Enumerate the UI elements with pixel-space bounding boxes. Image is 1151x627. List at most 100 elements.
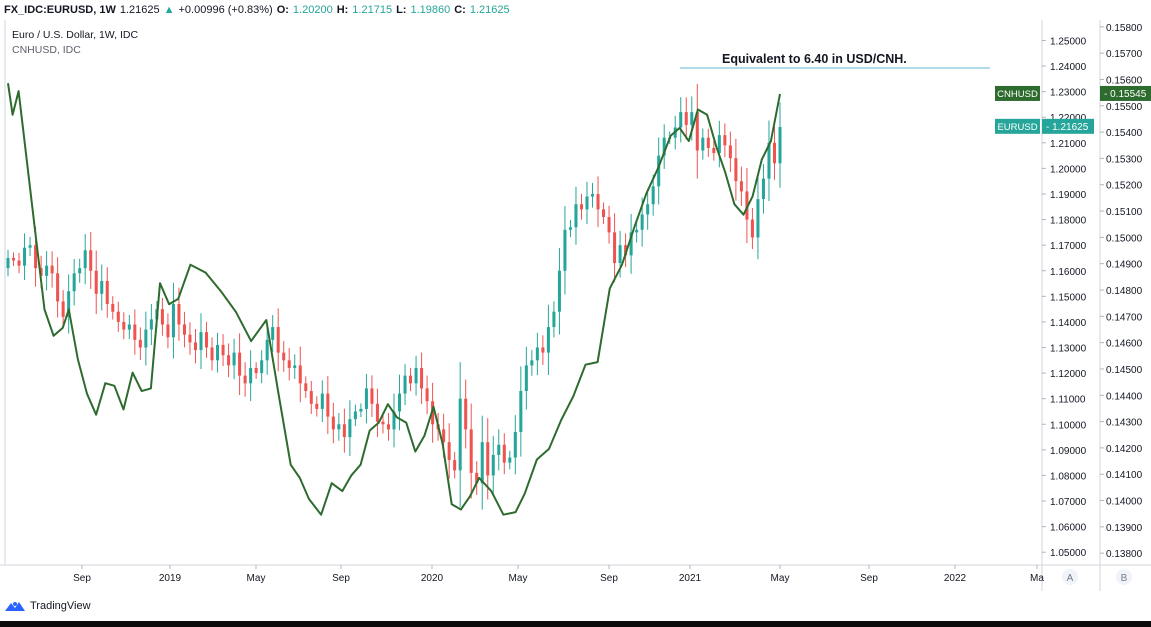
candle-body <box>359 408 363 412</box>
candle-body <box>232 352 236 366</box>
candle <box>144 311 148 366</box>
candle <box>364 373 368 424</box>
candle <box>568 219 572 238</box>
candle-body <box>629 232 633 256</box>
candle <box>133 309 137 355</box>
candle <box>613 213 617 283</box>
candle-body <box>282 352 286 361</box>
candle-body <box>116 311 120 322</box>
candle <box>497 429 501 471</box>
candle <box>453 452 457 479</box>
time-axis-label: 2020 <box>421 573 444 584</box>
candle-body <box>442 429 446 443</box>
time-axis-label: May <box>247 573 266 584</box>
candle <box>149 303 153 346</box>
close-label: C: <box>454 4 466 16</box>
left-axis-label: 1.11000 <box>1050 395 1086 406</box>
candle-body <box>508 457 512 463</box>
candle <box>397 374 402 431</box>
price-chart[interactable]: 1.25000 1.24000 1.23000 1.22000 1.21000 1.200… <box>0 20 1151 591</box>
candle-body <box>210 347 214 361</box>
candle <box>480 415 484 510</box>
candle <box>193 329 198 364</box>
candle <box>348 400 352 456</box>
candle-body <box>602 209 606 218</box>
candle-body <box>519 391 523 432</box>
candle <box>508 450 512 470</box>
candle-body <box>728 145 732 159</box>
candle <box>210 337 214 371</box>
right-axis-label: 0.15700 <box>1106 49 1143 60</box>
time-axis-label: May <box>771 573 790 584</box>
candle <box>105 267 109 318</box>
time-axis-label: Sep <box>73 573 91 584</box>
chart-area[interactable]: 1.25000 1.24000 1.23000 1.22000 1.21000 1.200… <box>0 20 1151 591</box>
candle-body <box>745 191 749 220</box>
right-axis-label: 0.14000 <box>1106 497 1143 508</box>
candle-body <box>469 429 473 473</box>
left-axis-label: 1.20000 <box>1050 164 1087 175</box>
annotation-text[interactable]: Equivalent to 6.40 in USD/CNH. <box>722 52 907 66</box>
candle-body <box>679 112 683 128</box>
right-axis-label: 0.13800 <box>1106 549 1143 560</box>
candle <box>337 412 341 441</box>
candle-body <box>596 193 600 210</box>
candle <box>221 334 225 367</box>
candle-body <box>243 375 247 384</box>
candle <box>216 332 220 373</box>
right-axis-label: 0.14400 <box>1106 391 1143 402</box>
candle-body <box>276 327 280 353</box>
candle <box>767 120 771 201</box>
candle-body <box>392 411 396 430</box>
candle-body <box>414 367 418 384</box>
left-axis-label: 1.24000 <box>1050 62 1087 73</box>
candle-body <box>552 311 556 328</box>
high-value: 1.21715 <box>352 4 393 16</box>
candle <box>138 327 142 360</box>
right-axis-label: 0.15300 <box>1106 154 1143 165</box>
right-axis-label: 0.15200 <box>1106 181 1143 192</box>
candle <box>227 343 231 378</box>
candle <box>590 182 595 208</box>
scale-b-button[interactable]: B <box>1116 569 1132 585</box>
candle <box>17 252 21 274</box>
candle <box>287 347 291 381</box>
candle <box>425 375 429 415</box>
candle <box>182 311 186 348</box>
candle <box>712 140 716 161</box>
candle-body <box>320 393 324 409</box>
candle-body <box>326 393 330 417</box>
scale-a-bg <box>1062 569 1078 585</box>
candle-body <box>574 204 578 228</box>
candle <box>745 167 749 244</box>
candle <box>761 164 765 214</box>
candle <box>469 403 473 499</box>
candle-body <box>607 217 611 233</box>
candle <box>331 402 335 444</box>
left-axis-label: 1.08000 <box>1050 471 1087 482</box>
candle <box>260 350 264 384</box>
candle <box>11 252 16 267</box>
scale-a-button[interactable]: A <box>1062 569 1078 585</box>
brand-name[interactable]: TradingView <box>30 600 91 612</box>
right-axis-label: 0.14100 <box>1106 470 1143 481</box>
candle <box>298 346 302 403</box>
candle <box>271 315 275 352</box>
candle-body <box>149 319 153 330</box>
candle <box>238 333 242 396</box>
symbol-title[interactable]: FX_IDC:EURUSD, 1W <box>4 4 116 16</box>
candle-body <box>204 332 209 348</box>
candle <box>607 205 611 244</box>
candle <box>199 313 203 369</box>
candle <box>756 177 760 260</box>
candle <box>89 232 93 289</box>
candle <box>557 247 561 335</box>
right-axis-label: 0.14700 <box>1106 312 1143 323</box>
high-label: H: <box>336 4 349 16</box>
candle-body <box>67 291 71 317</box>
candle <box>116 301 120 332</box>
left-axis-label: 1.19000 <box>1050 190 1087 201</box>
candle <box>403 364 407 406</box>
candle-body <box>28 245 32 248</box>
candle-body <box>337 424 341 430</box>
